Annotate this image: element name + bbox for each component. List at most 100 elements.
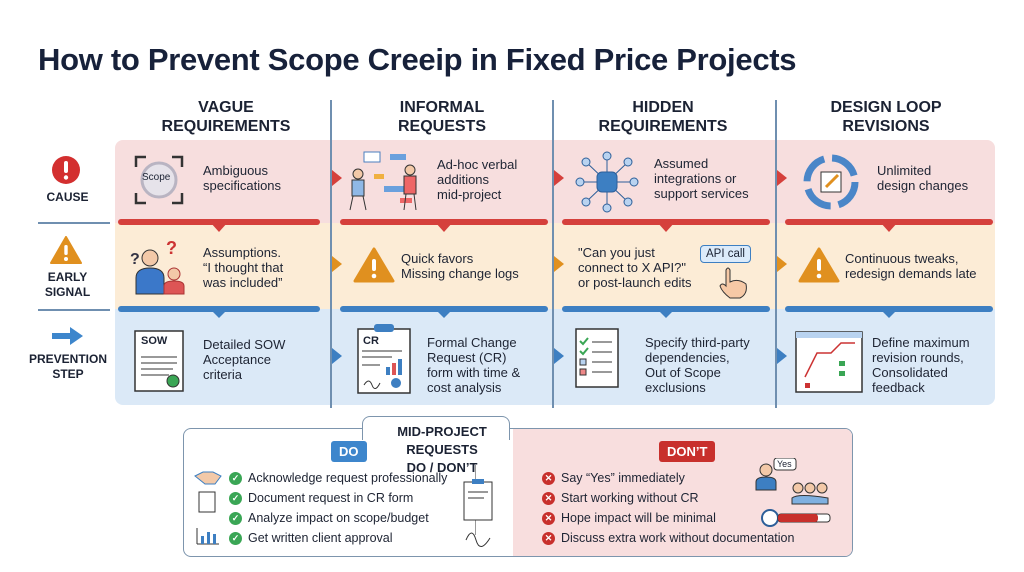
column-divider — [775, 100, 777, 408]
arrow-right-icon — [777, 256, 787, 272]
cause-text: Unlimited design changes — [877, 163, 968, 193]
text-line: or post-launch edits — [578, 275, 692, 290]
alert-circle-icon — [52, 156, 80, 184]
x-icon: ✕ — [542, 471, 555, 485]
column-header-hidden: HIDDEN REQUIREMENTS — [552, 98, 774, 136]
arrow-right-icon — [332, 170, 342, 186]
text-line: Quick favors — [401, 251, 474, 266]
do-item: ✓ Document request in CR form — [229, 488, 447, 508]
text-line: Acceptance — [203, 352, 271, 367]
api-call-button: API call — [700, 245, 751, 263]
item-text: Discuss extra work without documentation — [561, 531, 795, 545]
chart-icon — [196, 528, 219, 545]
row-label-cause: CAUSE — [46, 190, 89, 204]
do-item: ✓ Get written client approval — [229, 528, 447, 548]
text-line: connect to X API?" — [578, 260, 686, 275]
document-icon — [198, 491, 216, 513]
dont-item: ✕ Start working without CR — [542, 488, 794, 508]
do-badge: DO — [331, 441, 367, 462]
text-line: Out of Scope — [645, 365, 721, 380]
page-title: How to Prevent Scope Creeip in Fixed Pri… — [38, 42, 797, 77]
item-text: Document request in CR form — [248, 491, 414, 505]
do-side-icons — [194, 471, 222, 545]
scope-icon: Scope — [134, 155, 184, 205]
column-divider — [552, 100, 554, 408]
text-line: Assumptions. — [203, 245, 282, 260]
x-icon: ✕ — [542, 491, 555, 505]
text-line: Formal Change — [427, 335, 517, 350]
header-line: REQUESTS — [397, 118, 486, 135]
header-line: REQUIREMENTS — [598, 118, 728, 135]
label-line: PREVENTION — [28, 352, 107, 366]
x-icon: ✕ — [542, 531, 555, 545]
dont-item: ✕ Say “Yes” immediately — [542, 468, 794, 488]
do-item: ✓ Acknowledge request professionally — [229, 468, 447, 488]
cause-text: Ambiguous specifications — [203, 163, 281, 193]
row-label-signal: EARLY SIGNAL — [20, 270, 115, 300]
text-line: cost analysis — [427, 380, 502, 395]
text-line: Consolidated — [872, 365, 948, 380]
text-line: mid-project — [437, 187, 502, 202]
header-line: DESIGN LOOP — [830, 99, 942, 116]
scope-label: Scope — [142, 172, 171, 183]
handshake-icon — [194, 471, 222, 485]
text-line: integrations or — [654, 171, 737, 186]
item-text: Hope impact will be minimal — [561, 511, 716, 525]
arrow-right-icon — [554, 348, 564, 364]
label-line: SIGNAL — [44, 285, 91, 299]
down-notch-icon — [880, 222, 898, 232]
item-text: Analyze impact on scope/budget — [248, 511, 429, 525]
people-whiteboard-icon — [349, 151, 417, 211]
warning-icon — [50, 236, 82, 264]
down-notch-icon — [657, 309, 675, 318]
prevention-text: Define maximum revision rounds, Consolidat… — [872, 335, 970, 395]
prevention-text: Formal Change Request (CR) form with time … — [427, 335, 520, 395]
check-icon: ✓ — [229, 531, 242, 545]
warning-icon — [798, 247, 840, 283]
item-text: Say “Yes” immediately — [561, 471, 685, 485]
down-notch-icon — [210, 222, 228, 232]
prevention-text: Specify third-party dependencies, Out of S… — [645, 335, 750, 395]
revision-chart-icon — [795, 331, 863, 393]
database-network-icon — [575, 151, 639, 213]
row-divider — [38, 222, 110, 224]
arrow-right-icon — [777, 348, 787, 364]
dont-list: ✕ Say “Yes” immediately ✕ Start working wi… — [542, 468, 794, 548]
text-line: "Can you just — [578, 245, 655, 260]
down-notch-icon — [435, 222, 453, 232]
column-header-design: DESIGN LOOP REVISIONS — [775, 98, 997, 136]
sow-document-icon: SOW — [133, 327, 187, 393]
text-line: Unlimited — [877, 163, 932, 178]
arrow-right-icon — [52, 327, 83, 345]
header-line: HIDDEN — [632, 99, 694, 116]
dont-item: ✕ Hope impact will be minimal — [542, 508, 794, 528]
svg-text:?: ? — [166, 238, 177, 258]
header-line: REQUIREMENTS — [161, 118, 291, 135]
text-line: “I thought that — [203, 260, 284, 275]
change-request-clipboard-icon: CR — [356, 323, 412, 395]
text-line: dependencies, — [645, 350, 730, 365]
text-line: Define maximum — [872, 335, 970, 350]
header-line: REVISIONS — [842, 118, 930, 135]
label-line: EARLY — [47, 270, 88, 284]
text-line: form with time & — [427, 365, 521, 380]
title-line: DO / DON’T — [406, 460, 478, 475]
signal-text: Assumptions. “I thought that was included” — [203, 245, 283, 290]
down-notch-icon — [657, 222, 675, 232]
down-notch-icon — [435, 309, 453, 318]
text-line: feedback — [872, 380, 925, 395]
text-line: Ambiguous — [203, 163, 269, 178]
row-label-prevention: PREVENTION STEP — [14, 352, 122, 382]
dont-item: ✕ Discuss extra work without documentatio… — [542, 528, 794, 548]
text-line: Missing change logs — [401, 266, 519, 281]
text-line: support services — [654, 186, 749, 201]
cr-label: CR — [363, 335, 379, 347]
column-header-informal: INFORMAL REQUESTS — [331, 98, 553, 136]
check-icon: ✓ — [229, 471, 242, 485]
svg-text:?: ? — [130, 251, 140, 268]
people-yes-icon — [755, 458, 831, 527]
text-line: design changes — [877, 178, 969, 193]
label-line: STEP — [52, 367, 84, 381]
row-divider — [38, 309, 110, 311]
text-line: Detailed SOW — [203, 337, 286, 352]
